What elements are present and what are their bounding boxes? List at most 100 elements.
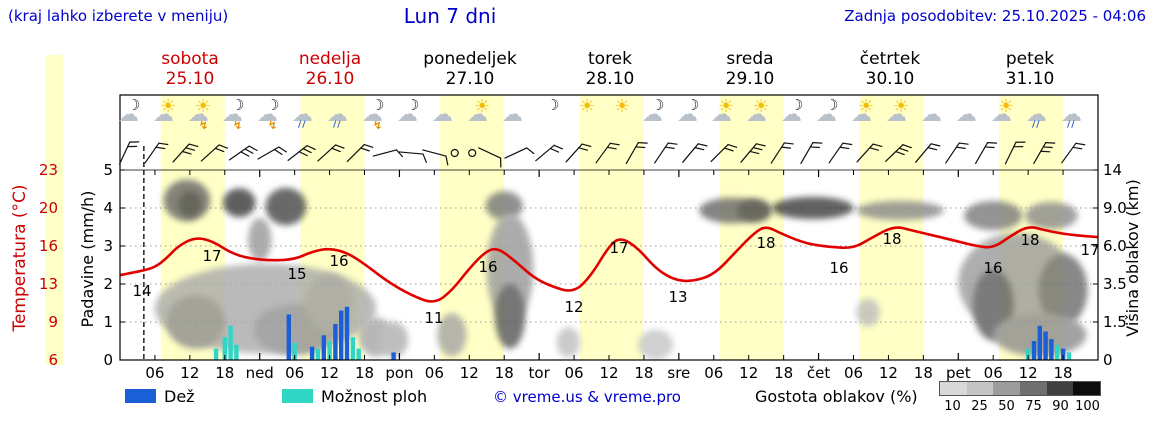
sun-icon: ☀: [893, 96, 910, 117]
weather-icon-moon-cloud: ☽ ☁: [676, 98, 706, 135]
density-scale-cell: [993, 382, 1021, 395]
weather-icon-cloud-rain: ☁//: [326, 98, 356, 135]
temp-tick-label: 20: [38, 199, 58, 217]
cloud-icon: ☁: [292, 102, 313, 126]
cloud-icon: ☁: [642, 102, 663, 126]
sun-icon: ☀: [858, 96, 875, 117]
copyright-link[interactable]: © vreme.us & vreme.pro: [493, 388, 681, 406]
time-tick-label: 18: [1053, 364, 1073, 382]
temperature-value-label: 13: [668, 288, 688, 306]
day-label-sreda: sreda 29.10: [680, 49, 820, 89]
moon-icon: ☽: [406, 96, 420, 114]
moon-icon: ☽: [546, 96, 560, 114]
cloud-icon: ☁: [188, 102, 209, 126]
day-name: sobota: [161, 49, 219, 69]
weather-icon-moon-cloud: ☽ ☁: [396, 98, 426, 135]
temperature-value-label: 15: [287, 265, 307, 283]
day-abbrev-label: pet: [945, 364, 971, 382]
day-name: petek: [1005, 49, 1055, 69]
time-tick-label: 06: [145, 364, 165, 382]
cloud-tick-label: 6.0: [1103, 237, 1127, 255]
density-scale-cell: [1046, 382, 1074, 395]
temp-tick-label: 23: [38, 161, 58, 179]
cloud-tick-label: 0: [1103, 351, 1113, 369]
last-update: Zadnja posodobitev: 25.10.2025 - 04:06: [844, 7, 1146, 25]
cloud-icon: ☁: [467, 102, 488, 126]
day-label-četrtek: četrtek 30.10: [820, 49, 960, 89]
cloud-icon: ☁: [816, 102, 837, 126]
weather-icon-moon-storm: ☽ ☁ ↯: [256, 98, 286, 135]
cloud-density-label: Gostota oblakov (%): [755, 387, 918, 406]
temperature-value-label: 16: [478, 258, 498, 276]
sun-icon: ☀: [998, 96, 1015, 117]
day-label-petek: petek 31.10: [960, 49, 1100, 89]
precip-tick-label: 3: [103, 237, 113, 255]
rain-drops-icon: //: [333, 120, 342, 130]
day-date: 28.10: [585, 69, 635, 89]
cloud-tick-label: 14: [1103, 161, 1123, 179]
cloud-icon: ☁: [746, 102, 767, 126]
time-tick-label: 12: [1018, 364, 1038, 382]
weather-icon-sun-cloud: ☀ ☁: [466, 98, 496, 135]
time-tick-label: 12: [599, 364, 619, 382]
day-name: torek: [588, 49, 632, 69]
day-label-nedelja: nedelja 26.10: [260, 49, 400, 89]
weather-icon-cloud: ☁: [431, 98, 461, 135]
time-tick-label: 12: [878, 364, 898, 382]
lightning-icon: ↯: [233, 119, 243, 132]
cloud-icon: ☁: [711, 102, 732, 126]
temperature-value-label: 17: [609, 239, 629, 257]
cloud-icon: ☁: [781, 102, 802, 126]
time-tick-label: 06: [983, 364, 1003, 382]
weather-icon-cloud: ☁: [920, 98, 950, 135]
density-tick-label: 10: [944, 399, 961, 414]
temperature-value-label: 16: [983, 259, 1003, 277]
time-tick-label: 12: [320, 364, 340, 382]
weather-icon-moon-storm: ☽ ☁ ↯: [221, 98, 251, 135]
cloud-icon: ☁: [222, 102, 243, 126]
temp-tick-label: 6: [48, 351, 58, 369]
density-tick-label: 50: [998, 399, 1015, 414]
time-tick-label: 06: [704, 364, 724, 382]
weather-icon-sun: ☀: [606, 98, 636, 135]
weather-icon-moon-cloud: ☽ ☁: [780, 98, 810, 135]
temp-axis-strip: [45, 55, 63, 365]
density-scale-cell: [1020, 382, 1047, 395]
sun-icon: ☀: [753, 96, 770, 117]
precip-tick-label: 0: [103, 351, 113, 369]
day-name: ponedeljek: [423, 49, 517, 69]
time-tick-label: 12: [739, 364, 759, 382]
wind-barbs: [119, 141, 1086, 168]
density-scale-cell: [1073, 382, 1101, 395]
cloud-icon: ☁: [118, 102, 139, 126]
cloud-icon: ☁: [362, 102, 383, 126]
day-abbrev-label: ned: [245, 364, 274, 382]
cloud-icon: ☁: [153, 102, 174, 126]
weather-icon-moon-cloud: ☽ ☁: [641, 98, 671, 135]
moon-icon: ☽: [127, 96, 141, 114]
day-name: sreda: [726, 49, 774, 69]
temperature-value-label: 17: [1080, 241, 1100, 259]
time-tick-label: 18: [634, 364, 654, 382]
time-tick-label: 06: [424, 364, 444, 382]
temperature-value-label: 18: [882, 230, 902, 248]
weather-icon-moon-storm: ☽ ☁ ↯: [361, 98, 391, 135]
temperature-value-label: 14: [132, 282, 152, 300]
temperature-value-label: 12: [564, 298, 584, 316]
temperature-value-label: 17: [202, 247, 222, 265]
cloud-icon: ☁: [327, 102, 348, 126]
weather-icon-cloud-rain: ☁//: [1060, 98, 1090, 135]
menu-hint: (kraj lahko izberete v meniju): [8, 7, 229, 25]
cloud-tick-label: 3.5: [1103, 275, 1127, 293]
weather-icon-sun-cloud: ☀ ☁: [152, 98, 182, 135]
temperature-value-label: 18: [756, 234, 776, 252]
precip-tick-label: 1: [103, 313, 113, 331]
cloud-icon: ☁: [677, 102, 698, 126]
cloud-icon: ☁: [257, 102, 278, 126]
day-abbrev-label: sre: [667, 364, 691, 382]
day-abbrev-label: čet: [806, 364, 831, 382]
temp-tick-label: 9: [48, 313, 58, 331]
weather-icon-sun-cloud: ☀ ☁: [850, 98, 880, 135]
density-scale-cell: [940, 382, 967, 395]
